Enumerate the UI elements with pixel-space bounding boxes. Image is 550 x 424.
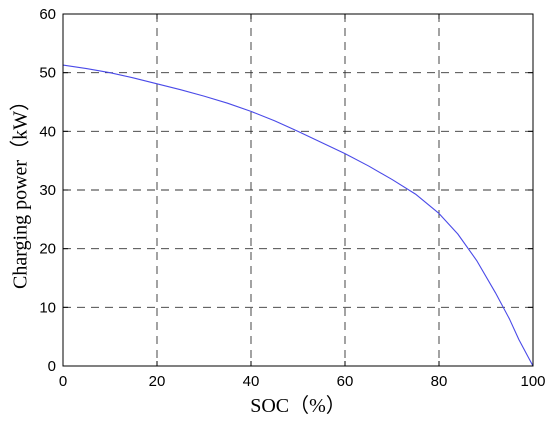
series-line-charging-power <box>62 64 534 367</box>
x-tick-label: 60 <box>337 373 354 390</box>
x-tick-labels: 0 20 40 60 80 100 <box>59 373 546 390</box>
x-axis-title: SOC（%） <box>250 394 346 417</box>
y-tick-label: 50 <box>39 65 56 82</box>
y-tick-labels: 0 10 20 30 40 50 60 <box>39 6 56 375</box>
series-layer <box>62 64 534 367</box>
y-tick-label: 30 <box>39 182 56 199</box>
x-tick-label: 0 <box>59 373 67 390</box>
y-tick-label: 10 <box>39 299 56 316</box>
y-tick-label: 0 <box>48 358 56 375</box>
x-tick-label: 80 <box>431 373 448 390</box>
x-tick-label: 40 <box>243 373 260 390</box>
y-tick-label: 60 <box>39 6 56 23</box>
x-tick-label: 20 <box>149 373 166 390</box>
y-tick-label: 40 <box>39 123 56 140</box>
x-tick-label: 100 <box>520 373 545 390</box>
tick-marks <box>62 13 534 367</box>
y-tick-label: 20 <box>39 241 56 258</box>
y-axis-title: Charging power（kW） <box>9 91 32 289</box>
grid-lines <box>63 14 533 366</box>
